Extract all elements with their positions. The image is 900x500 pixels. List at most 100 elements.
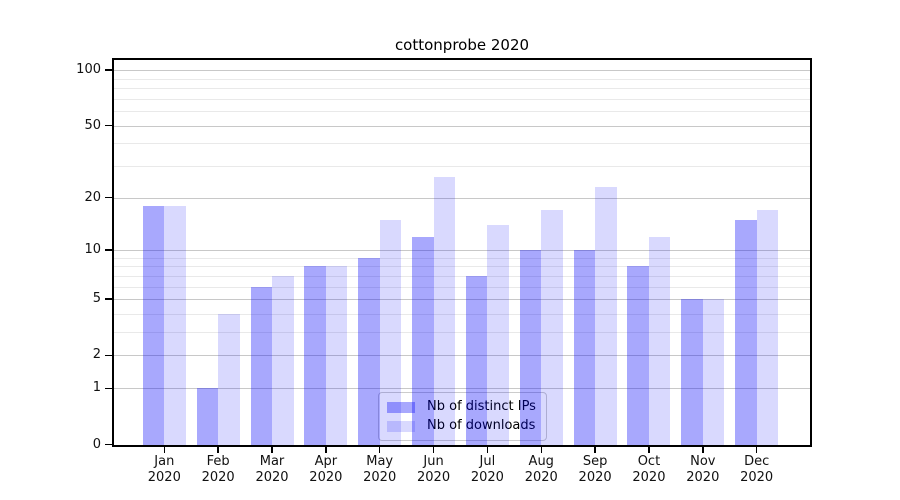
- x-tick-label-jan: Jan 2020: [136, 454, 192, 486]
- x-tick-mark-apr: [325, 446, 327, 453]
- major-gridline-5: [114, 299, 810, 301]
- y-tick-mark-0: [105, 443, 112, 446]
- minor-gridline-7: [114, 275, 810, 277]
- x-tick-label-year: 2020: [578, 470, 612, 485]
- x-tick-label-month: Feb: [206, 454, 230, 469]
- y-tick-mark-10: [105, 249, 112, 251]
- x-tick-label-mar: Mar 2020: [244, 454, 300, 486]
- bar-may-distinct-ips: [358, 257, 380, 445]
- bar-jul-downloads: [487, 224, 509, 445]
- y-tick-label-2: 2: [92, 347, 101, 363]
- x-tick-label-month: Dec: [744, 454, 770, 469]
- x-tick-mark-mar: [271, 446, 273, 453]
- minor-gridline-80: [114, 88, 810, 90]
- x-tick-label-month: Mar: [259, 454, 285, 469]
- x-tick-mark-may: [378, 446, 381, 453]
- x-tick-label-feb: Feb 2020: [190, 454, 246, 486]
- minor-gridline-60: [114, 111, 810, 113]
- x-tick-label-year: 2020: [470, 470, 504, 485]
- bar-sep-downloads: [595, 186, 617, 445]
- x-tick-label-jun: Jun 2020: [406, 454, 462, 486]
- x-tick-mark-jun: [432, 446, 435, 453]
- x-tick-label-year: 2020: [686, 470, 720, 485]
- y-tick-label-5: 5: [92, 291, 101, 307]
- y-tick-mark-100: [105, 69, 112, 71]
- x-tick-label-year: 2020: [363, 470, 397, 485]
- y-tick-mark-50: [105, 124, 112, 127]
- x-tick-label-nov: Nov 2020: [675, 454, 731, 486]
- bar-jun-distinct-ips: [412, 236, 434, 445]
- legend-entry-distinct-ips: Nb of distinct IPs: [387, 399, 536, 415]
- legend-swatch-downloads: [387, 420, 415, 432]
- major-gridline-2: [114, 355, 810, 357]
- legend-label-distinct-ips: Nb of distinct IPs: [427, 399, 536, 414]
- x-tick-label-year: 2020: [524, 470, 558, 485]
- x-tick-label-month: May: [366, 454, 394, 469]
- x-tick-label-apr: Apr 2020: [298, 454, 354, 486]
- x-tick-label-year: 2020: [255, 470, 289, 485]
- x-tick-label-year: 2020: [201, 470, 235, 485]
- x-tick-label-year: 2020: [632, 470, 666, 485]
- y-tick-label-0: 0: [92, 436, 101, 452]
- y-tick-mark-2: [105, 354, 112, 357]
- bar-dec-distinct-ips: [735, 219, 757, 445]
- major-gridline-50: [114, 125, 810, 127]
- minor-gridline-30: [114, 166, 810, 168]
- y-tick-mark-1: [105, 387, 112, 390]
- x-tick-mark-dec: [755, 446, 758, 453]
- bar-oct-distinct-ips: [627, 266, 649, 445]
- legend: Nb of distinct IPs Nb of downloads: [378, 392, 547, 441]
- x-tick-mark-aug: [540, 446, 542, 453]
- bar-sep-distinct-ips: [573, 250, 596, 445]
- bar-dec-downloads: [756, 210, 779, 445]
- minor-gridline-90: [114, 78, 810, 80]
- y-tick-label-50: 50: [84, 117, 101, 133]
- major-gridline-20: [114, 197, 810, 199]
- legend-label-downloads: Nb of downloads: [427, 418, 536, 433]
- x-tick-label-oct: Oct 2020: [621, 454, 677, 486]
- chart-title: cottonprobe 2020: [394, 36, 530, 54]
- x-tick-label-year: 2020: [147, 470, 181, 485]
- x-tick-mark-oct: [648, 446, 650, 453]
- plot-area: Nb of distinct IPs Nb of downloads: [112, 58, 812, 447]
- x-tick-label-aug: Aug 2020: [513, 454, 569, 486]
- bar-jan-distinct-ips: [142, 205, 165, 445]
- x-tick-label-jul: Jul 2020: [459, 454, 515, 486]
- bar-jun-downloads: [433, 177, 456, 445]
- bar-feb-downloads: [218, 314, 240, 445]
- y-tick-label-1: 1: [92, 380, 101, 396]
- minor-gridline-70: [114, 98, 810, 100]
- x-tick-label-month: Jun: [423, 454, 444, 469]
- bar-nov-downloads: [702, 299, 725, 445]
- x-tick-label-month: Aug: [528, 454, 554, 469]
- bar-feb-distinct-ips: [196, 388, 219, 445]
- x-tick-label-month: Jan: [154, 454, 175, 469]
- y-tick-label-10: 10: [84, 242, 101, 258]
- y-tick-mark-5: [105, 298, 112, 300]
- x-tick-mark-jul: [486, 446, 489, 453]
- x-tick-mark-jan: [163, 446, 166, 453]
- bar-mar-downloads: [272, 275, 294, 445]
- x-tick-mark-sep: [594, 446, 596, 453]
- minor-gridline-40: [114, 143, 810, 145]
- minor-gridline-8: [114, 266, 810, 268]
- major-gridline-10: [114, 250, 810, 252]
- bar-mar-distinct-ips: [250, 286, 272, 445]
- x-tick-label-month: Apr: [314, 454, 338, 469]
- x-tick-label-year: 2020: [309, 470, 343, 485]
- x-tick-label-sep: Sep 2020: [567, 454, 623, 486]
- minor-gridline-4: [114, 313, 810, 315]
- x-tick-mark-nov: [702, 446, 704, 453]
- x-tick-label-may: May 2020: [352, 454, 408, 486]
- x-tick-label-year: 2020: [740, 470, 774, 485]
- x-tick-label-year: 2020: [417, 470, 451, 485]
- bar-apr-distinct-ips: [304, 266, 326, 445]
- bar-jul-distinct-ips: [465, 275, 488, 445]
- minor-gridline-3: [114, 332, 810, 334]
- y-tick-mark-20: [105, 196, 112, 199]
- bar-aug-distinct-ips: [519, 250, 542, 445]
- x-tick-mark-feb: [217, 446, 219, 453]
- x-tick-label-dec: Dec 2020: [729, 454, 785, 486]
- bar-may-downloads: [379, 219, 402, 445]
